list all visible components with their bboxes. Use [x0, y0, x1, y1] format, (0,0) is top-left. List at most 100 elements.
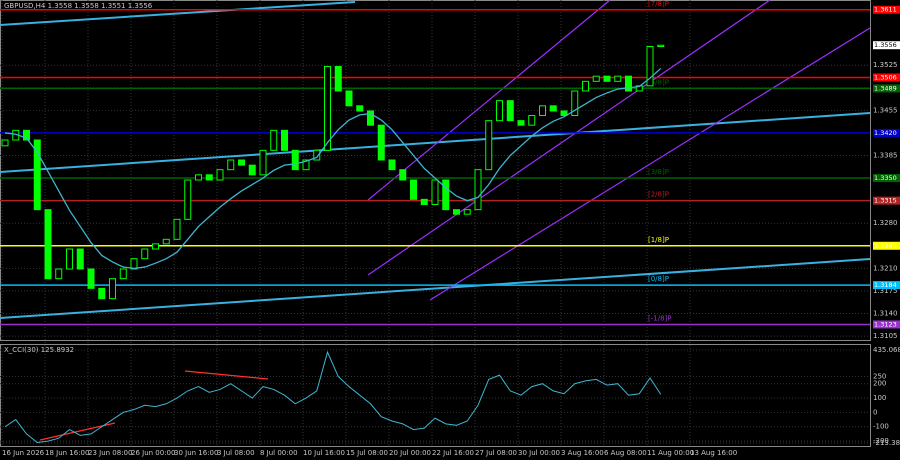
y-tick-label: 1.3455: [873, 106, 898, 114]
candle-body: [141, 248, 149, 260]
x-tick-label: 22 Jul 16:00: [432, 449, 474, 457]
murray-label: [3/8]P: [648, 168, 669, 176]
candle-body: [162, 238, 170, 245]
divergence-line: [184, 370, 269, 380]
cci-frame: [0, 344, 871, 447]
current-price-box: [873, 41, 900, 50]
level-box: [873, 128, 900, 137]
candle-body: [582, 80, 589, 92]
level-box: [873, 196, 900, 205]
indicator-title: X_CCI(30) 125.8932: [4, 346, 74, 354]
level-box: [873, 174, 900, 183]
moving-average: [4, 67, 662, 270]
candle-body: [345, 90, 353, 107]
x-tick-label: 3 Jul 08:00: [217, 449, 255, 457]
candle-body: [324, 65, 331, 151]
candle-body: [216, 169, 224, 181]
level-box: [873, 73, 900, 82]
y-tick-label: -213.386: [873, 439, 900, 447]
y-tick-label: 435.0684: [873, 346, 900, 354]
candle-body: [334, 65, 342, 92]
candle-body: [44, 209, 52, 280]
candle-body: [55, 268, 63, 280]
candle-body: [184, 179, 192, 220]
candle-body: [453, 209, 460, 215]
trend-line: [0, 258, 871, 319]
grid: [0, 0, 870, 446]
candle-body: [109, 278, 116, 300]
candle-body: [388, 159, 396, 171]
candle-body: [431, 179, 439, 206]
y-tick-label: 1.3210: [873, 264, 898, 272]
candle-body: [302, 159, 310, 171]
murray-label: [1/8]P: [648, 236, 669, 244]
trend-line: [0, 112, 871, 173]
level-label: 1.3245: [874, 242, 897, 250]
candle-body: [356, 105, 364, 112]
murray-label: [0/8]P: [648, 275, 669, 283]
y-tick-label: -100: [873, 423, 889, 431]
level-label: 1.3184: [874, 281, 897, 289]
candle-body: [420, 198, 428, 206]
y-tick-label: 1.3525: [873, 61, 898, 69]
x-tick-label: 15 Jul 08:00: [346, 449, 388, 457]
candle-body: [23, 129, 30, 141]
y-tick-label: 200: [873, 380, 886, 388]
level-label: 1.3506: [874, 73, 897, 81]
level-box: [873, 84, 900, 93]
y-tick-label: 0: [873, 408, 877, 416]
candle-body: [98, 287, 106, 300]
candle-body: [646, 45, 654, 87]
level-label: 1.3123: [874, 320, 897, 328]
channel-line: [367, 0, 771, 276]
candle-body: [173, 218, 181, 240]
y-tick-label: 100: [873, 394, 886, 402]
y-tick-label: 1.3175: [873, 287, 898, 295]
y-tick-label: 1.3280: [873, 219, 898, 227]
candle-body: [517, 120, 525, 126]
level-label: 1.3315: [874, 197, 897, 205]
level-label: 1.3611: [874, 6, 897, 14]
trend-line: [0, 1, 356, 26]
candle-body: [625, 75, 632, 92]
candle-body: [281, 129, 288, 151]
level-label: 1.3489: [874, 84, 897, 92]
candle-body: [560, 110, 568, 117]
candle-body: [442, 179, 450, 211]
y-tick-label: 250: [873, 373, 886, 381]
x-tick-label: 30 Jul 00:00: [518, 449, 560, 457]
channel-line: [367, 0, 611, 201]
candle-body: [87, 268, 95, 289]
x-tick-label: 16 Jun 2026: [2, 449, 45, 457]
candle-body: [614, 75, 622, 82]
y-tick-label: 1.3140: [873, 309, 898, 317]
level-box: [873, 241, 900, 250]
level-label: 1.3350: [874, 174, 897, 182]
trend-lines: [0, 0, 871, 441]
candle-body: [367, 110, 374, 126]
level-box: [873, 281, 900, 290]
candle-body: [195, 174, 202, 181]
candle-body: [485, 120, 493, 171]
candle-body: [539, 105, 546, 117]
x-tick-label: 6 Aug 08:00: [604, 449, 647, 457]
candle-body: [410, 179, 417, 200]
x-tick-label: 10 Jul 16:00: [303, 449, 345, 457]
level-box: [873, 320, 900, 329]
channel-line: [429, 27, 871, 301]
y-tick-label: -200: [873, 437, 889, 445]
candle-body: [399, 169, 407, 181]
candle-body: [496, 100, 503, 122]
y-tick-label: 1.3105: [873, 332, 898, 340]
candle-body: [528, 115, 536, 126]
x-tick-label: 13 Aug 16:00: [690, 449, 737, 457]
candle-body: [270, 129, 278, 151]
candle-body: [592, 75, 600, 82]
x-tick-label: 8 Jul 00:00: [260, 449, 298, 457]
murray-label: [5/8]P: [648, 78, 669, 86]
candle-body: [474, 169, 482, 211]
candle-body: [66, 248, 73, 270]
candle-body: [291, 149, 299, 171]
x-tick-label: 27 Jul 08:00: [475, 449, 517, 457]
murray-label: [2/8]P: [648, 191, 669, 199]
